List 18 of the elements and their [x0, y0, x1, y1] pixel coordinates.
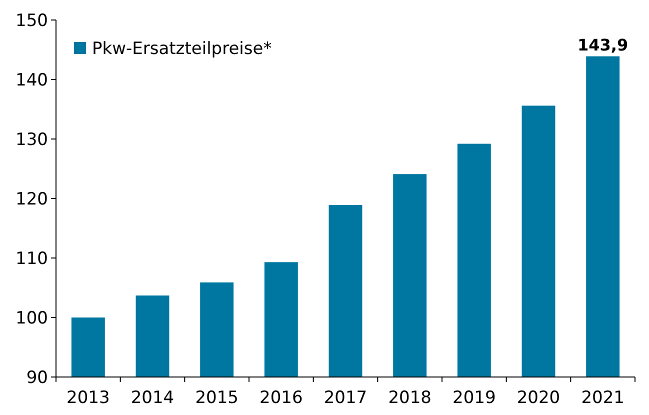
x-tick-label: 2014 — [130, 388, 174, 408]
x-tick-label: 2015 — [195, 388, 238, 408]
x-tick-label: 2019 — [452, 388, 496, 408]
y-tick-label: 150 — [16, 10, 48, 31]
x-tick-label: 2021 — [581, 388, 624, 408]
data-label: 143,9 — [578, 35, 628, 54]
x-tick-label: 2017 — [324, 388, 368, 408]
y-tick-label: 120 — [16, 189, 48, 210]
x-tick-label: 2018 — [388, 388, 432, 408]
y-tick-label: 110 — [16, 248, 48, 269]
y-tick-label: 140 — [16, 70, 48, 90]
y-tick-label: 90 — [26, 368, 48, 388]
legend-label: Pkw-Ersatzteilpreise* — [92, 38, 272, 59]
x-tick-label: 2016 — [260, 388, 303, 408]
y-tick-label: 100 — [16, 308, 48, 328]
x-tick-label: 2020 — [516, 388, 560, 408]
y-tick-label: 130 — [16, 130, 48, 150]
x-tick-label: 2013 — [66, 388, 110, 408]
